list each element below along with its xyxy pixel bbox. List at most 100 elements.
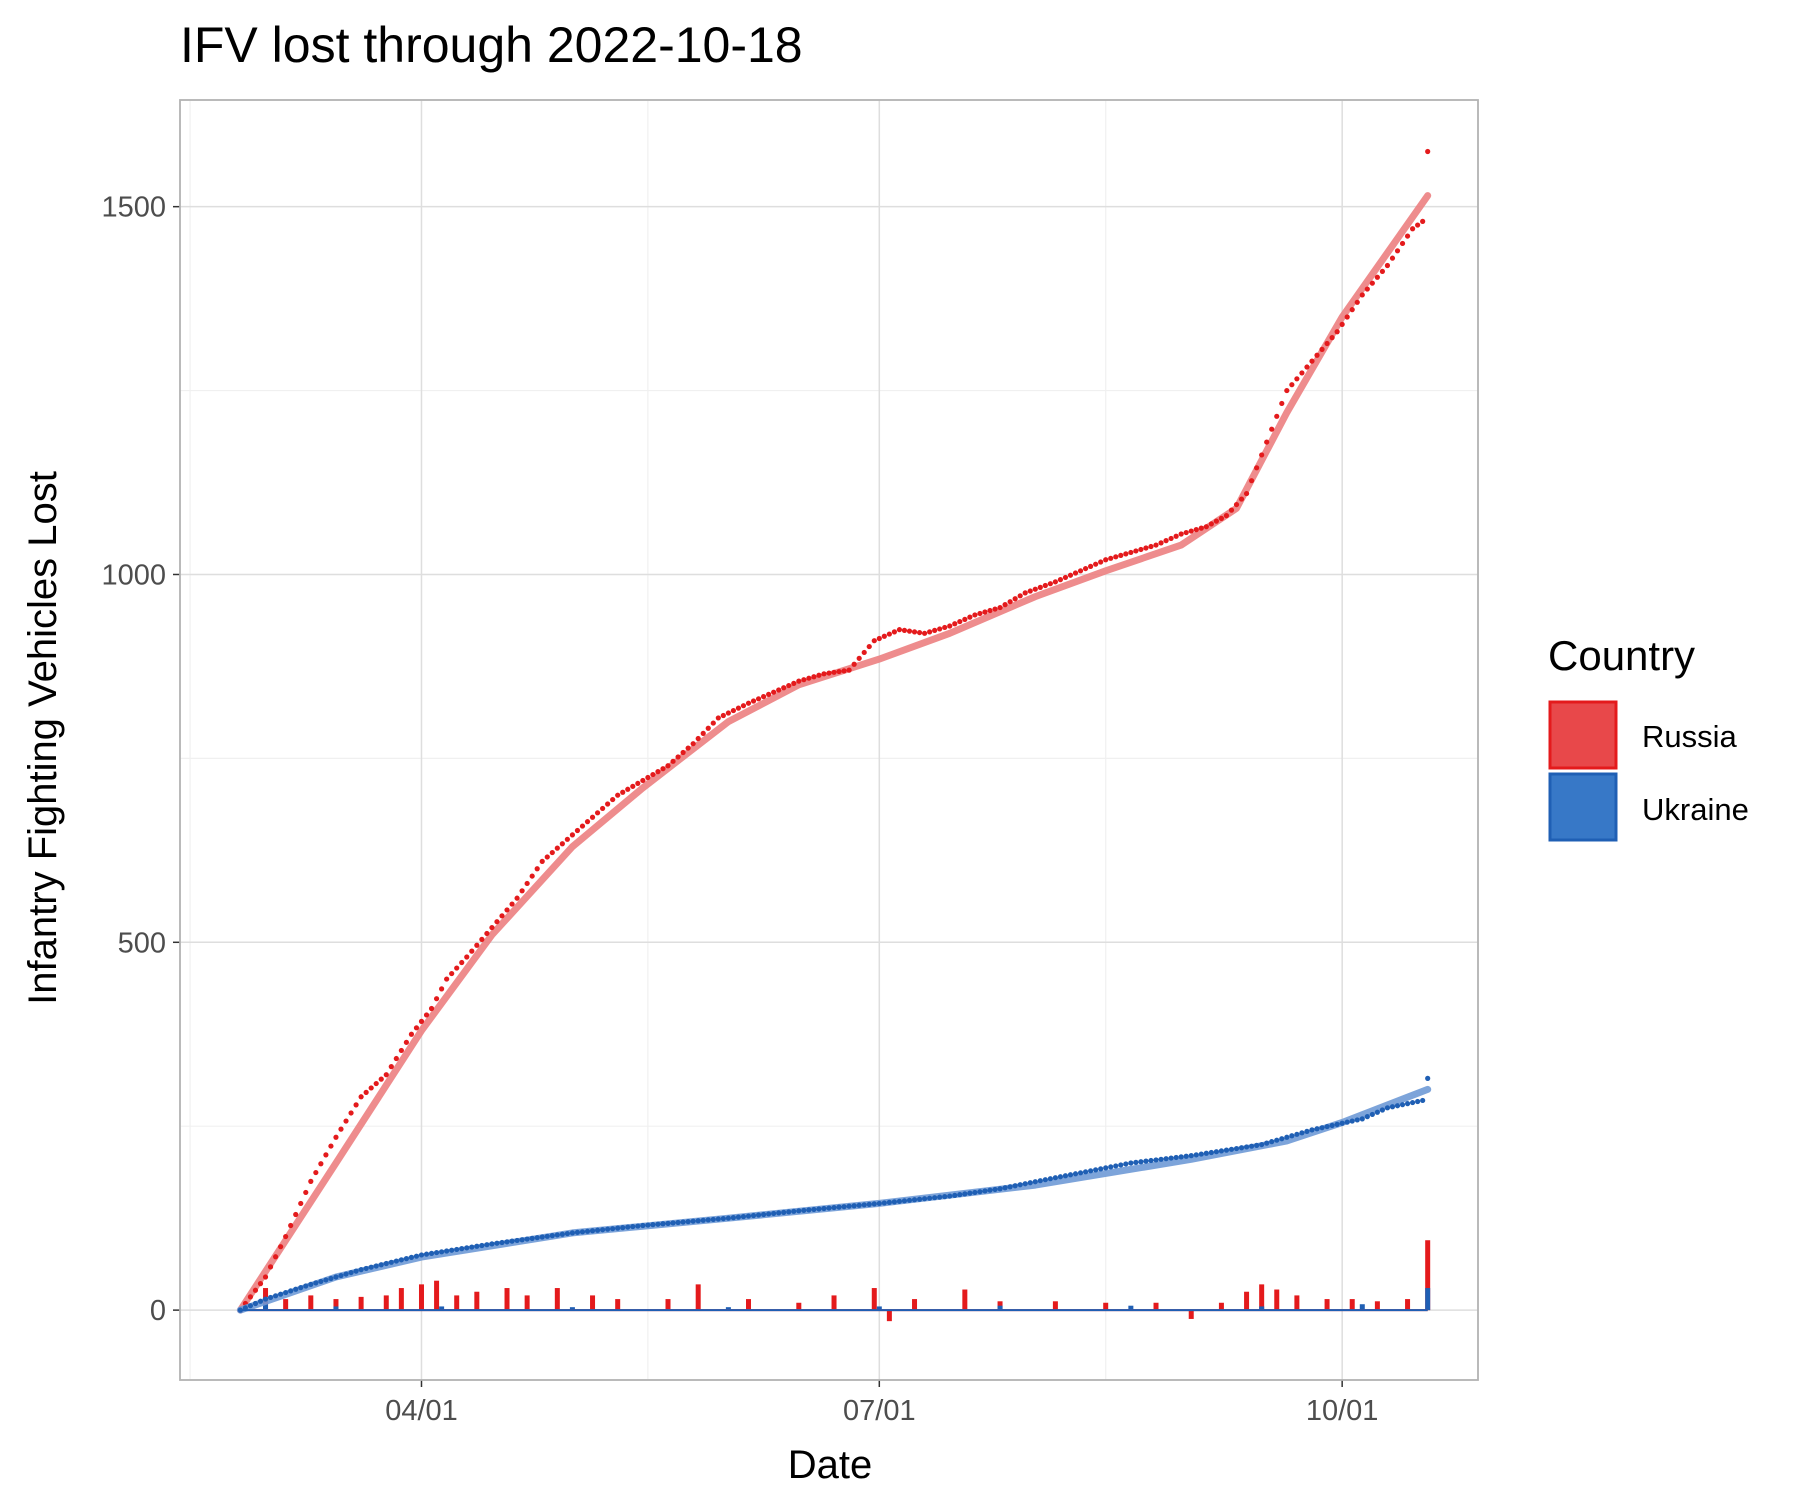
data-point-russia (1072, 570, 1079, 576)
data-point-russia (433, 996, 440, 1002)
data-point-ukraine (921, 1196, 928, 1202)
data-point-ukraine (1238, 1145, 1245, 1151)
data-point-ukraine (1012, 1183, 1018, 1189)
data-point-ukraine (1369, 1111, 1375, 1118)
data-point-ukraine (1208, 1149, 1214, 1156)
data-point-russia (549, 849, 555, 856)
data-point-ukraine (413, 1253, 420, 1259)
data-point-ukraine (1379, 1107, 1386, 1113)
data-point-ukraine (786, 1209, 792, 1215)
data-point-russia (755, 696, 762, 702)
data-point-ukraine (539, 1234, 545, 1240)
data-point-ukraine (433, 1249, 440, 1256)
data-point-russia (660, 766, 666, 772)
data-point-russia (418, 1018, 425, 1024)
daily-bar-russia (695, 1284, 701, 1311)
data-point-russia (1394, 248, 1401, 254)
data-point-ukraine (1218, 1148, 1225, 1154)
data-point-russia (439, 986, 445, 992)
data-point-ukraine (605, 1226, 611, 1232)
data-point-ukraine (358, 1267, 364, 1273)
data-point-ukraine (1037, 1178, 1043, 1184)
data-point-ukraine (1158, 1156, 1164, 1162)
data-point-ukraine (1254, 1142, 1260, 1148)
daily-bar-russia (615, 1299, 621, 1311)
data-point-ukraine (811, 1206, 817, 1213)
data-point-ukraine (846, 1203, 852, 1209)
data-point-ukraine (247, 1303, 254, 1309)
data-point-russia (464, 954, 470, 960)
data-point-russia (1294, 376, 1300, 382)
data-point-russia (383, 1072, 389, 1078)
data-point-ukraine (318, 1278, 324, 1285)
data-point-ukraine (348, 1269, 354, 1276)
data-point-russia (781, 685, 787, 691)
data-point-ukraine (1193, 1152, 1199, 1158)
data-point-ukraine (293, 1286, 299, 1292)
data-point-ukraine (841, 1204, 847, 1210)
daily-bar-ukraine (997, 1305, 1003, 1311)
data-point-ukraine (987, 1187, 993, 1193)
daily-bar-russia (358, 1296, 364, 1311)
data-point-ukraine (499, 1239, 505, 1246)
data-point-russia (695, 735, 701, 742)
data-point-ukraine (283, 1289, 289, 1296)
data-point-russia (1329, 335, 1335, 341)
data-point-russia (1163, 538, 1169, 544)
data-point-russia (750, 698, 757, 704)
data-point-russia (358, 1094, 364, 1100)
data-point-russia (1153, 542, 1159, 548)
data-point-russia (388, 1064, 394, 1070)
data-point-russia (539, 858, 545, 864)
x-axis-title: Date (788, 1443, 873, 1487)
daily-bar-ukraine (1259, 1306, 1265, 1311)
daily-bar-ukraine (1425, 1288, 1431, 1311)
data-point-russia (670, 758, 676, 764)
data-point-russia (1007, 599, 1013, 605)
data-point-russia (1415, 222, 1421, 228)
data-point-ukraine (1324, 1123, 1330, 1130)
data-point-russia (1344, 314, 1350, 320)
data-point-russia (1279, 400, 1285, 407)
data-point-russia (987, 607, 993, 614)
data-point-russia (811, 674, 817, 680)
data-point-ukraine (1223, 1147, 1230, 1153)
data-point-russia (1289, 382, 1295, 388)
data-point-russia (927, 629, 933, 635)
data-point-russia (1088, 563, 1094, 569)
data-point-russia (1027, 588, 1033, 594)
daily-bar-russia (1274, 1289, 1280, 1311)
data-point-russia (1233, 501, 1240, 508)
data-point-russia (806, 675, 812, 681)
data-point-ukraine (328, 1275, 334, 1282)
data-point-ukraine (1168, 1155, 1174, 1161)
daily-bar-russia (1153, 1302, 1159, 1311)
data-point-ukraine (710, 1216, 716, 1223)
data-point-russia (977, 610, 983, 617)
data-point-ukraine (715, 1216, 721, 1222)
data-point-ukraine (937, 1194, 943, 1200)
x-tick-label: 10/01 (1306, 1395, 1379, 1427)
data-point-ukraine (559, 1231, 565, 1237)
data-point-ukraine (1364, 1114, 1370, 1120)
data-point-russia (262, 1274, 269, 1280)
daily-bar-russia (398, 1288, 404, 1311)
data-point-ukraine (806, 1207, 812, 1213)
data-point-ukraine (1420, 1097, 1426, 1104)
data-point-russia (1208, 521, 1214, 527)
data-point-russia (267, 1264, 274, 1270)
data-point-ukraine (267, 1294, 274, 1301)
daily-bar-russia (962, 1289, 968, 1311)
data-point-ukraine (705, 1217, 711, 1223)
data-point-russia (997, 604, 1003, 611)
data-point-ukraine (962, 1191, 968, 1197)
y-tick-label: 1000 (101, 559, 166, 591)
data-point-russia (630, 783, 636, 789)
data-point-russia (1108, 555, 1114, 561)
data-point-ukraine (1153, 1157, 1159, 1163)
data-point-russia (363, 1089, 369, 1095)
data-point-russia (444, 976, 450, 982)
daily-bar-russia (796, 1302, 802, 1311)
data-point-russia (932, 627, 938, 633)
